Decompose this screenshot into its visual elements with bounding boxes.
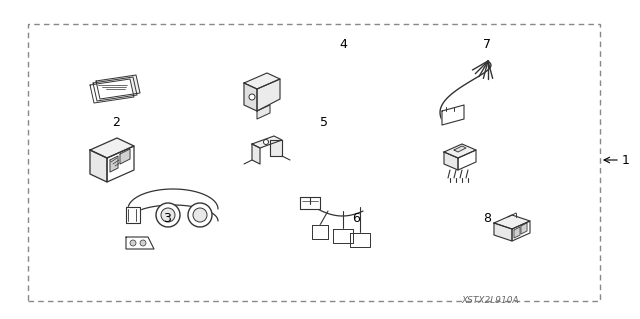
Polygon shape xyxy=(126,207,140,223)
Polygon shape xyxy=(93,77,137,101)
Text: 1: 1 xyxy=(622,153,630,167)
Polygon shape xyxy=(300,197,320,209)
Polygon shape xyxy=(444,152,458,170)
Polygon shape xyxy=(110,156,118,172)
Polygon shape xyxy=(257,105,270,119)
Circle shape xyxy=(188,203,212,227)
Polygon shape xyxy=(494,223,512,241)
Polygon shape xyxy=(454,146,466,152)
Text: 4: 4 xyxy=(339,38,347,51)
Polygon shape xyxy=(494,215,530,229)
Polygon shape xyxy=(120,149,130,164)
Circle shape xyxy=(193,208,207,222)
Circle shape xyxy=(161,208,175,222)
Polygon shape xyxy=(350,233,370,247)
Polygon shape xyxy=(514,227,520,238)
Polygon shape xyxy=(312,225,328,239)
Circle shape xyxy=(264,139,269,145)
Polygon shape xyxy=(126,237,154,249)
Text: 6: 6 xyxy=(352,212,360,225)
Text: 7: 7 xyxy=(483,38,492,51)
Circle shape xyxy=(130,240,136,246)
Polygon shape xyxy=(444,144,476,158)
Text: 5: 5 xyxy=(320,116,328,129)
Polygon shape xyxy=(90,79,134,103)
Polygon shape xyxy=(252,136,282,148)
Polygon shape xyxy=(244,83,257,111)
Polygon shape xyxy=(252,144,260,164)
Text: 8: 8 xyxy=(483,212,492,225)
Text: 3: 3 xyxy=(163,212,171,225)
Polygon shape xyxy=(270,140,282,156)
Text: 2: 2 xyxy=(112,116,120,129)
Polygon shape xyxy=(90,150,107,182)
Polygon shape xyxy=(442,105,464,125)
Circle shape xyxy=(156,203,180,227)
Polygon shape xyxy=(244,73,280,89)
Polygon shape xyxy=(257,79,280,111)
Polygon shape xyxy=(521,223,527,234)
Polygon shape xyxy=(458,150,476,170)
Text: XSTX2L910A: XSTX2L910A xyxy=(461,296,519,305)
Circle shape xyxy=(140,240,146,246)
Polygon shape xyxy=(333,229,353,243)
Bar xyxy=(28,24,600,301)
Polygon shape xyxy=(107,146,134,182)
Circle shape xyxy=(249,94,255,100)
Polygon shape xyxy=(512,221,530,241)
Polygon shape xyxy=(96,75,140,99)
Polygon shape xyxy=(90,138,134,158)
